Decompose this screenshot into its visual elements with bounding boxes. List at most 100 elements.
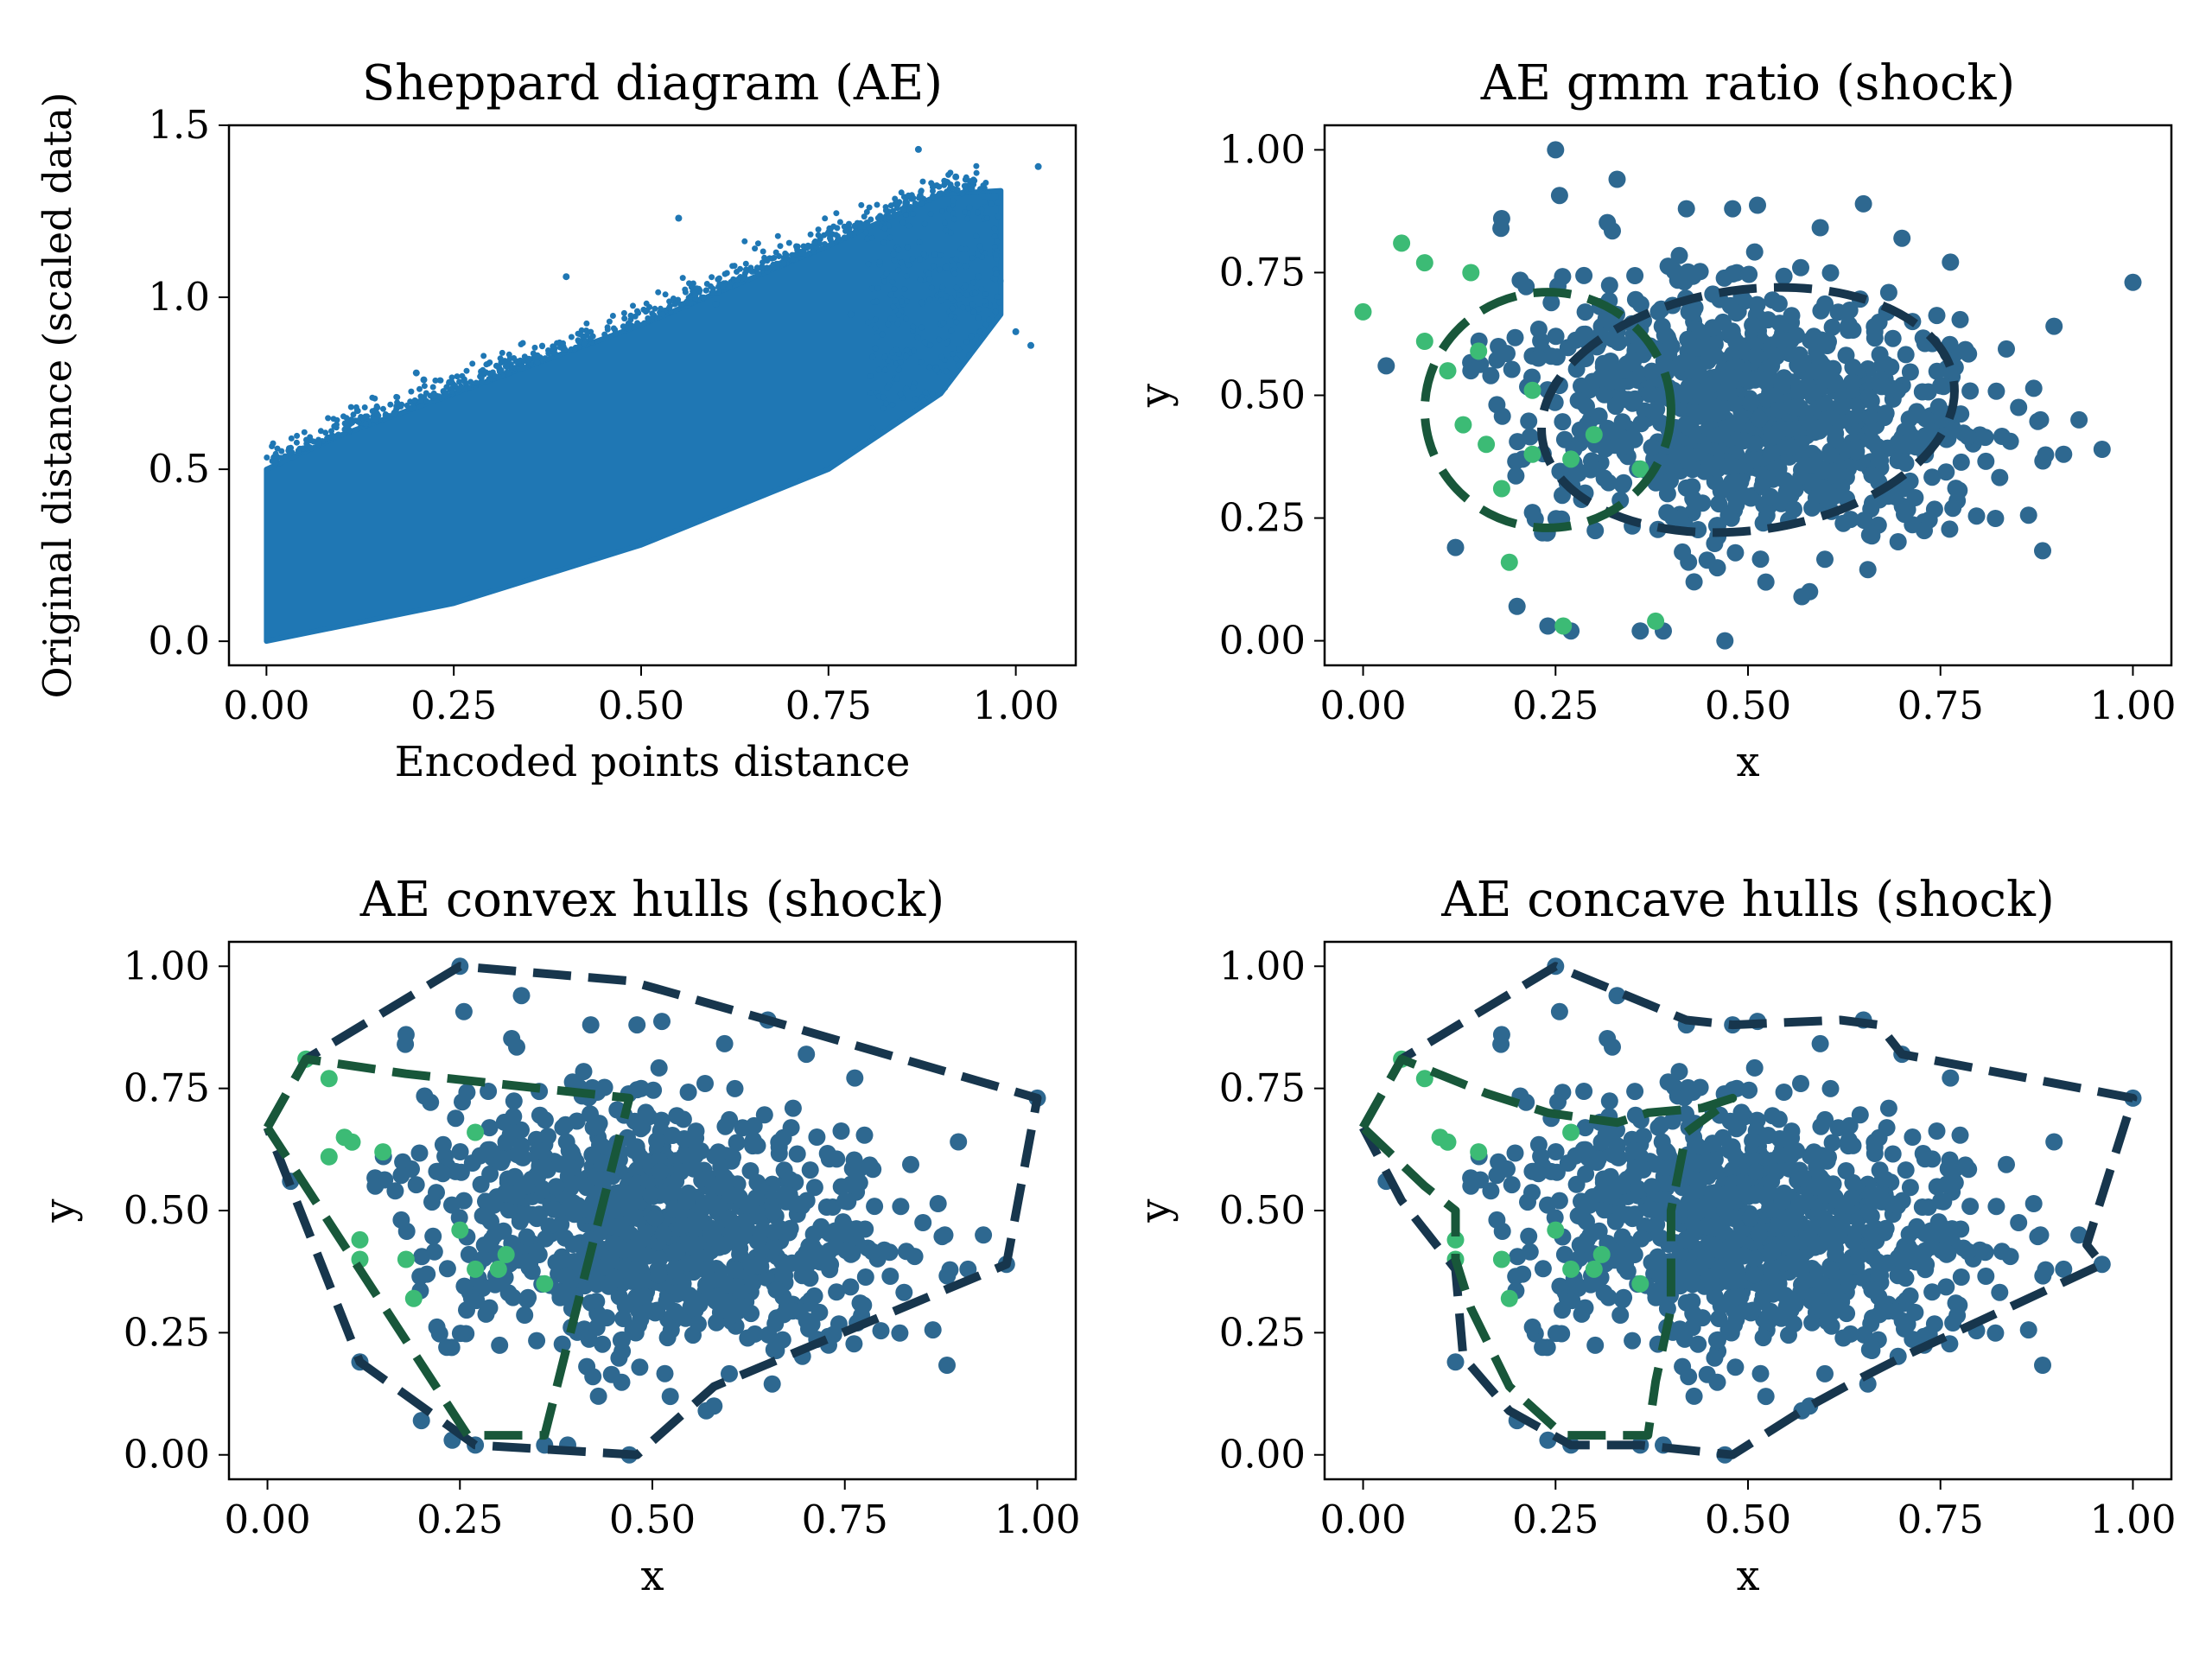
cluster-a-point xyxy=(1610,1148,1628,1166)
cluster-a-point xyxy=(1624,394,1642,412)
cluster-a-point xyxy=(1803,1313,1821,1332)
cluster-a-point xyxy=(422,1093,440,1111)
distance-point xyxy=(938,353,945,360)
cluster-a-point xyxy=(1708,1373,1726,1391)
cluster-a-point xyxy=(895,1283,913,1301)
distance-point xyxy=(658,305,664,312)
distance-point xyxy=(944,264,950,270)
cluster-a-point xyxy=(1506,1144,1524,1162)
cluster-a-point xyxy=(560,1141,578,1160)
cluster-a-point xyxy=(834,1213,852,1231)
cluster-a-point xyxy=(728,1134,746,1152)
cluster-b-point xyxy=(497,1245,515,1263)
distance-point xyxy=(903,346,910,353)
cluster-b-point xyxy=(1523,445,1541,463)
distance-point xyxy=(493,362,499,369)
distance-point xyxy=(325,415,332,422)
cluster-b-point xyxy=(1585,1260,1603,1278)
cluster-a-point xyxy=(1827,1240,1845,1257)
cluster-a-point xyxy=(1576,1119,1594,1137)
cluster-a-point xyxy=(2031,1226,2050,1244)
distance-point xyxy=(666,298,673,305)
cluster-a-point xyxy=(846,1069,864,1087)
cluster-a-point xyxy=(1503,1176,1521,1194)
distance-point xyxy=(446,379,453,386)
distance-point xyxy=(609,313,616,319)
cluster-a-point xyxy=(1583,459,1601,477)
cluster-a-point xyxy=(604,1270,622,1288)
cluster-a-point xyxy=(1573,1305,1591,1323)
distance-point xyxy=(785,239,792,246)
cluster-a-point xyxy=(1652,1267,1670,1285)
cluster-a-point xyxy=(1549,1093,1567,1111)
cluster-a-point xyxy=(1576,325,1594,343)
cluster-a-point xyxy=(1604,1184,1622,1202)
cluster-a-point xyxy=(652,1162,669,1180)
cluster-a-point xyxy=(1821,1079,1840,1097)
distance-point xyxy=(995,213,1001,219)
x-tick-label: 0.25 xyxy=(1512,683,1599,728)
cluster-b-point xyxy=(536,1274,554,1293)
cluster-a-point xyxy=(938,1267,957,1285)
distance-point xyxy=(550,343,556,350)
distance-point xyxy=(373,403,380,410)
distance-point xyxy=(885,321,892,327)
distance-point xyxy=(887,291,894,298)
cluster-a-point xyxy=(1623,351,1641,369)
cluster-a-point xyxy=(1904,1128,1922,1146)
cluster-a-point xyxy=(1446,1353,1465,1371)
chart-title: AE concave hulls (shock) xyxy=(1440,872,2055,928)
cluster-a-point xyxy=(1923,1283,1942,1301)
cluster-a-point xyxy=(1738,371,1756,389)
cluster-a-point xyxy=(639,1247,657,1265)
distance-point xyxy=(948,312,955,319)
y-tick-label: 0.5 xyxy=(148,446,210,492)
cluster-a-point xyxy=(528,1210,546,1228)
cluster-a-point xyxy=(1751,410,1768,428)
cluster-a-point xyxy=(1897,454,1915,473)
distance-point xyxy=(776,253,783,259)
distance-point xyxy=(432,377,439,384)
distance-point xyxy=(893,375,900,382)
cluster-a-point xyxy=(550,1155,569,1173)
cluster-a-point xyxy=(1747,1162,1764,1180)
cluster-a-point xyxy=(578,1357,596,1376)
distance-point xyxy=(970,279,977,286)
distance-point xyxy=(872,316,879,323)
cluster-a-point xyxy=(1821,1261,1840,1279)
cluster-a-point xyxy=(620,1198,639,1217)
cluster-a-point xyxy=(1632,415,1650,433)
cluster-a-point xyxy=(650,1058,668,1077)
cluster-a-point xyxy=(821,1261,839,1279)
cluster-a-point xyxy=(623,1272,641,1290)
cluster-a-point xyxy=(936,1226,954,1244)
cluster-a-point xyxy=(1923,1238,1941,1255)
cluster-a-point xyxy=(766,1223,783,1241)
cluster-a-point xyxy=(628,1081,646,1099)
cluster-a-point xyxy=(1906,1303,1924,1321)
cluster-a-point xyxy=(1987,1198,2005,1216)
distance-point xyxy=(455,386,461,393)
cluster-a-point xyxy=(914,1214,932,1231)
cluster-a-point xyxy=(1529,1165,1548,1183)
cluster-a-point xyxy=(650,1266,668,1284)
cluster-a-point xyxy=(443,1196,461,1214)
cluster-a-point xyxy=(1854,194,1872,213)
distance-point xyxy=(905,192,912,199)
cluster-a-point xyxy=(677,1192,696,1211)
cluster-a-point xyxy=(1763,357,1781,375)
cluster-a-point xyxy=(613,1373,631,1391)
scatter-points xyxy=(1354,141,2142,650)
cluster-a-point xyxy=(583,1146,601,1164)
distance-point xyxy=(382,412,389,419)
cluster-a-point xyxy=(613,1331,631,1349)
distance-point xyxy=(671,301,678,308)
cluster-a-point xyxy=(1763,1243,1781,1261)
distance-point xyxy=(662,291,669,298)
cluster-a-point xyxy=(805,1287,823,1305)
cluster-b-point xyxy=(1631,1274,1649,1293)
cluster-a-point xyxy=(850,1173,868,1192)
distance-point xyxy=(869,424,876,431)
distance-point xyxy=(993,251,999,258)
cluster-a-point xyxy=(1757,573,1775,591)
